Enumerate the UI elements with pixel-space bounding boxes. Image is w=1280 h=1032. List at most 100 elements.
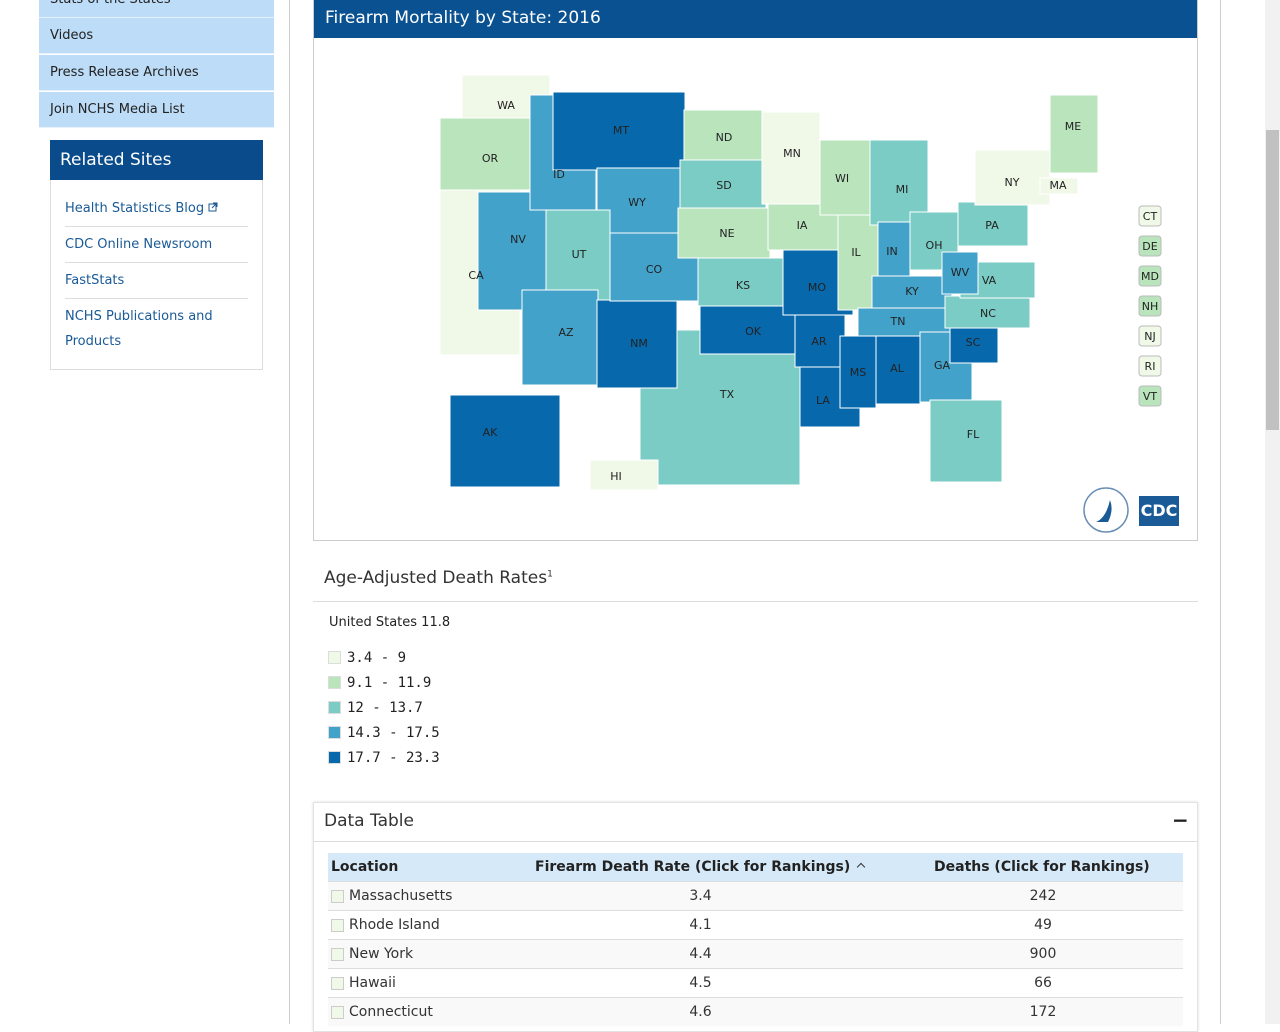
row-swatch (331, 1006, 344, 1019)
state-label: SD (716, 179, 731, 192)
state-label: AZ (558, 326, 574, 339)
location-cell: Massachusetts (349, 882, 452, 910)
collapse-button[interactable]: − (1172, 808, 1189, 832)
legend-item: 17.7 - 23.3 (328, 750, 440, 766)
small-state-label: MD (1141, 270, 1159, 283)
state-label: NE (719, 227, 734, 240)
location-cell: Hawaii (349, 969, 396, 997)
legend-label: 3.4 - 9 (347, 650, 406, 666)
legend-item: 12 - 13.7 (328, 700, 423, 716)
state-shape (1050, 95, 1098, 173)
deaths-cell: 49 (968, 911, 1118, 939)
row-swatch (331, 890, 344, 903)
legend-item: 9.1 - 11.9 (328, 675, 431, 691)
deaths-cell: 66 (968, 969, 1118, 997)
state-label: MI (896, 183, 909, 196)
small-state-label: NJ (1144, 330, 1155, 343)
related-link[interactable]: FastStats (65, 268, 248, 293)
separator (313, 601, 1198, 602)
legend-label: 17.7 - 23.3 (347, 750, 440, 766)
state-label: SC (966, 336, 981, 349)
state-label: KY (905, 285, 919, 298)
legend-swatch (328, 651, 341, 664)
nav-item[interactable]: Stats of the States (39, 0, 274, 18)
nav-item[interactable]: Join NCHS Media List (39, 92, 274, 128)
external-icon (208, 202, 218, 212)
us-rate: United States 11.8 (329, 615, 450, 630)
state-label: VA (982, 274, 997, 287)
map-title: Firearm Mortality by State: 2016 (314, 0, 1197, 38)
divider (289, 0, 290, 1024)
state-label: WV (951, 266, 970, 279)
sort-icon (857, 863, 865, 871)
row-swatch (331, 948, 344, 961)
legend-item: 14.3 - 17.5 (328, 725, 440, 741)
state-label: ME (1065, 120, 1081, 133)
deaths-cell: 242 (968, 882, 1118, 910)
us-value: 11.8 (421, 615, 450, 630)
small-state-label: NH (1142, 300, 1159, 313)
state-label: TX (719, 388, 735, 401)
table-header: Location Firearm Death Rate (Click for Ra… (328, 853, 1183, 881)
rate-cell: 4.1 (628, 911, 773, 939)
related-title: Related Sites (50, 140, 263, 180)
rate-cell: 4.4 (628, 940, 773, 968)
legend-swatch (328, 726, 341, 739)
state-label: WY (628, 196, 646, 209)
state-label: ND (716, 131, 733, 144)
rate-cell: 4.6 (628, 998, 773, 1026)
small-state-label: CT (1143, 210, 1158, 223)
state-label: MO (808, 281, 826, 294)
cdc-logo-text: CDC (1141, 501, 1178, 520)
state-label: NC (980, 307, 996, 320)
small-state-label: DE (1142, 240, 1157, 253)
related-link[interactable]: Health Statistics Blog (65, 196, 248, 221)
legend-item: 3.4 - 9 (328, 650, 406, 666)
state-label: AL (890, 362, 905, 375)
table-row: Rhode Island 4.1 49 (328, 910, 1183, 939)
rate-cell: 4.5 (628, 969, 773, 997)
separator (65, 298, 248, 299)
state-label: IN (886, 245, 897, 258)
table-row: New York4.4900 (328, 939, 1183, 968)
legend-label: 14.3 - 17.5 (347, 725, 440, 741)
state-label: AK (483, 426, 499, 439)
row-swatch (331, 919, 344, 932)
state-label: IA (797, 219, 808, 232)
map: CDC CATXWAORNVIDMTWYUTAZNMCONDSDNEKSOKMN… (314, 38, 1197, 540)
column-header: Location (331, 853, 398, 881)
state-label: GA (934, 359, 951, 372)
state-label: UT (572, 248, 587, 261)
nav-item[interactable]: Videos (39, 18, 274, 54)
scrollbar-thumb[interactable] (1266, 130, 1279, 430)
related-link[interactable]: NCHS Publications and Products (65, 304, 225, 354)
us-label: United States (329, 615, 417, 630)
separator (65, 262, 248, 263)
table-row: Connecticut4.6172 (328, 997, 1183, 1026)
table-row: Massachusetts 3.4 242 (328, 881, 1183, 910)
state-label: MA (1049, 179, 1066, 192)
state-label: IL (851, 246, 861, 259)
location-cell: Rhode Island (349, 911, 440, 939)
state-label: CA (468, 269, 484, 282)
state-shape (590, 460, 658, 490)
column-header: Deaths (Click for Rankings) (934, 853, 1150, 881)
legend-label: 12 - 13.7 (347, 700, 423, 716)
nav-item[interactable]: Press Release Archives (39, 55, 274, 91)
row-swatch (331, 977, 344, 990)
legend-swatch (328, 676, 341, 689)
column-header: Firearm Death Rate (Click for Rankings) (535, 853, 850, 881)
separator (65, 226, 248, 227)
table-row: Hawaii 4.5 66 (328, 968, 1183, 997)
link-text[interactable]: Health Statistics Blog (65, 201, 204, 216)
state-label: WA (497, 99, 515, 112)
state-label: MS (850, 366, 866, 379)
legend-label: 9.1 - 11.9 (347, 675, 431, 691)
related-link[interactable]: CDC Online Newsroom (65, 232, 248, 257)
footnote-mark: 1 (547, 569, 553, 579)
hhs-eagle (1096, 500, 1112, 522)
rate-cell: 3.4 (628, 882, 773, 910)
state-label: PA (985, 219, 999, 232)
state-label: ID (553, 168, 565, 181)
